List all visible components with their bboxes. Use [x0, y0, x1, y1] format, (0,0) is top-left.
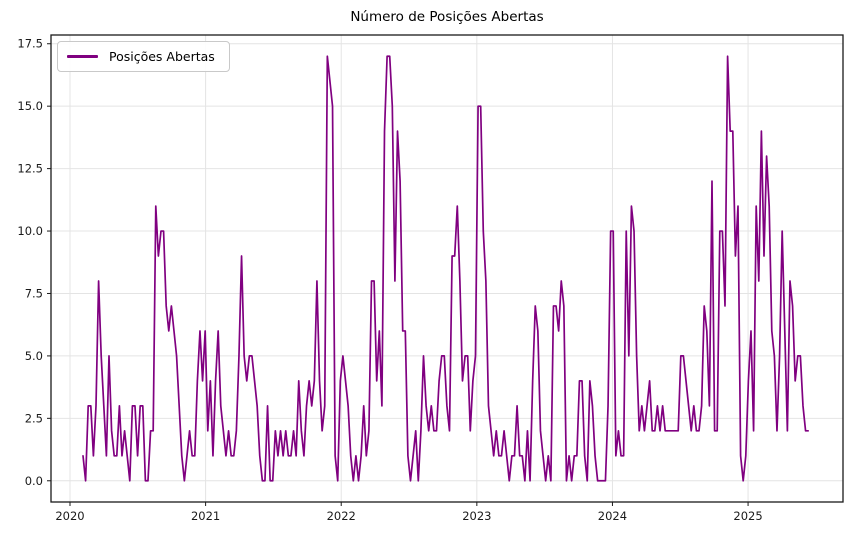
- y-tick-label: 5.0: [25, 349, 43, 363]
- y-tick-label: 17.5: [17, 37, 43, 51]
- chart-title: Número de Posições Abertas: [350, 9, 544, 25]
- data-line: [82, 55, 810, 482]
- x-tick-label: 2025: [733, 509, 762, 523]
- plot-border: [50, 34, 844, 503]
- y-tick-label: 10.0: [17, 224, 43, 238]
- x-tick-label: 2022: [327, 509, 356, 523]
- legend-line-swatch: [67, 55, 98, 58]
- x-tick-label: 2020: [55, 509, 84, 523]
- y-tick-label: 15.0: [17, 99, 43, 113]
- y-tick-label: 2.5: [25, 411, 43, 425]
- x-tick-label: 2024: [598, 509, 627, 523]
- legend-label: Posições Abertas: [109, 49, 215, 64]
- x-tick-label: 2021: [191, 509, 220, 523]
- y-tick-label: 0.0: [25, 474, 43, 488]
- legend: Posições Abertas: [57, 41, 230, 72]
- y-axis-tick-labels: 0.0 2.5 5.0 7.5 10.0 12.5 15.0 17.5: [17, 37, 43, 488]
- x-tick-label: 2023: [462, 509, 491, 523]
- gridlines: [51, 35, 843, 502]
- x-axis-tick-labels: 2020 2021 2022 2023 2024 2025: [55, 509, 762, 523]
- y-tick-label: 7.5: [25, 286, 43, 300]
- axis-tick-marks: [47, 43, 749, 506]
- y-tick-label: 12.5: [17, 162, 43, 176]
